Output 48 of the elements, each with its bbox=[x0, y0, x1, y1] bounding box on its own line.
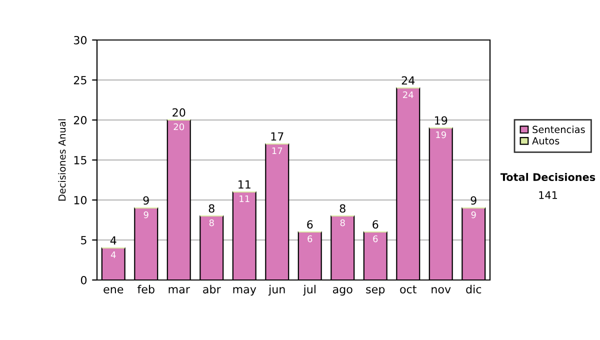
y-tick-label: 15 bbox=[74, 156, 86, 164]
x-tick-label: jun bbox=[268, 284, 285, 296]
total-label: 20 bbox=[172, 108, 186, 117]
y-tick-label: 10 bbox=[74, 196, 87, 204]
total-label: 6 bbox=[307, 220, 313, 229]
x-tick-label: jul bbox=[303, 284, 316, 296]
data-label: 6 bbox=[373, 235, 378, 242]
total-label: 8 bbox=[340, 204, 346, 213]
legend-label: Autos bbox=[532, 137, 560, 144]
total-label: 4 bbox=[110, 236, 116, 244]
total-label: 19 bbox=[435, 116, 448, 125]
total-label: 6 bbox=[372, 220, 378, 229]
x-tick-label: mar bbox=[168, 287, 190, 294]
y-tick-label: 0 bbox=[80, 276, 87, 284]
legend-label: Sentencias bbox=[532, 126, 585, 134]
x-tick-label: feb bbox=[137, 284, 154, 294]
y-tick-label: 30 bbox=[74, 36, 87, 44]
data-label: 8 bbox=[340, 219, 345, 226]
total-label: 8 bbox=[208, 204, 214, 213]
y-tick-label: 25 bbox=[74, 76, 86, 84]
text: Total Decisiones bbox=[500, 172, 596, 182]
data-label: 24 bbox=[403, 91, 414, 98]
total-label: 24 bbox=[402, 76, 415, 84]
y-tick-label: 20 bbox=[74, 116, 87, 124]
total-label: 9 bbox=[470, 196, 476, 205]
data-label: 19 bbox=[436, 131, 446, 138]
data-label: 20 bbox=[174, 123, 184, 130]
data-label: 17 bbox=[272, 147, 282, 154]
x-tick-label: oct bbox=[400, 286, 416, 294]
x-tick-label: dic bbox=[466, 284, 482, 294]
data-label: 8 bbox=[209, 219, 214, 226]
x-tick-label: nov bbox=[432, 287, 451, 294]
total-label: 9 bbox=[143, 196, 149, 205]
data-label: 9 bbox=[471, 211, 476, 218]
x-tick-label: abr bbox=[203, 284, 221, 294]
y-axis-title: Decisiones Anual bbox=[58, 119, 66, 201]
x-tick-label: may bbox=[233, 287, 256, 296]
x-tick-label: ago bbox=[332, 287, 352, 296]
total-label: 17 bbox=[271, 132, 284, 140]
data-label: 11 bbox=[240, 195, 250, 202]
data-label: 4 bbox=[110, 251, 116, 258]
data-label: 9 bbox=[144, 211, 148, 218]
x-tick-label: ene bbox=[104, 287, 124, 294]
x-tick-label: sep bbox=[366, 287, 385, 296]
data-label: 6 bbox=[308, 235, 312, 242]
y-tick-label: 5 bbox=[81, 236, 86, 244]
text: 141 bbox=[539, 191, 557, 199]
total-label: 11 bbox=[238, 180, 250, 188]
